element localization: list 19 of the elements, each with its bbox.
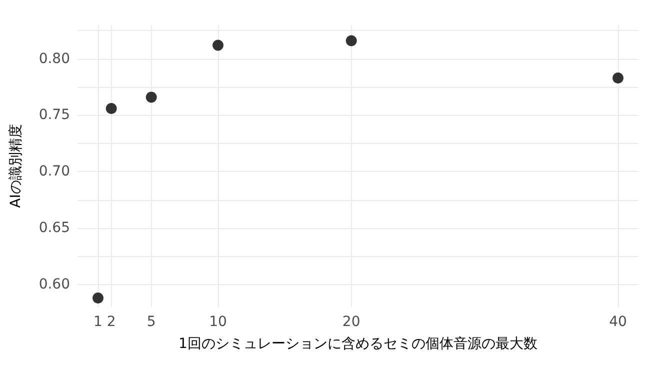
y-tick-label: 0.65 — [38, 220, 70, 236]
point — [212, 40, 224, 51]
x-axis-title: 1回のシミュレーションに含めるセミの個体音源の最大数 — [178, 336, 538, 352]
point — [346, 35, 357, 46]
x-tick-label: 20 — [342, 314, 360, 330]
point — [612, 72, 624, 84]
x-tick-label: 10 — [209, 314, 227, 330]
x-tick-label: 2 — [106, 314, 116, 330]
y-tick-label: 0.70 — [38, 164, 70, 180]
x-tick-label: 1 — [94, 314, 102, 330]
y-tick-label: 0.75 — [38, 107, 70, 124]
y-tick-label: 0.80 — [38, 50, 70, 67]
y-tick-label: 0.60 — [38, 276, 70, 292]
y-axis-title: AIの識別精度 — [8, 124, 24, 208]
x-tick-label: 40 — [609, 314, 627, 330]
x-tick-label: 5 — [146, 314, 156, 330]
point — [146, 92, 157, 103]
point — [106, 102, 117, 114]
point — [92, 292, 104, 304]
